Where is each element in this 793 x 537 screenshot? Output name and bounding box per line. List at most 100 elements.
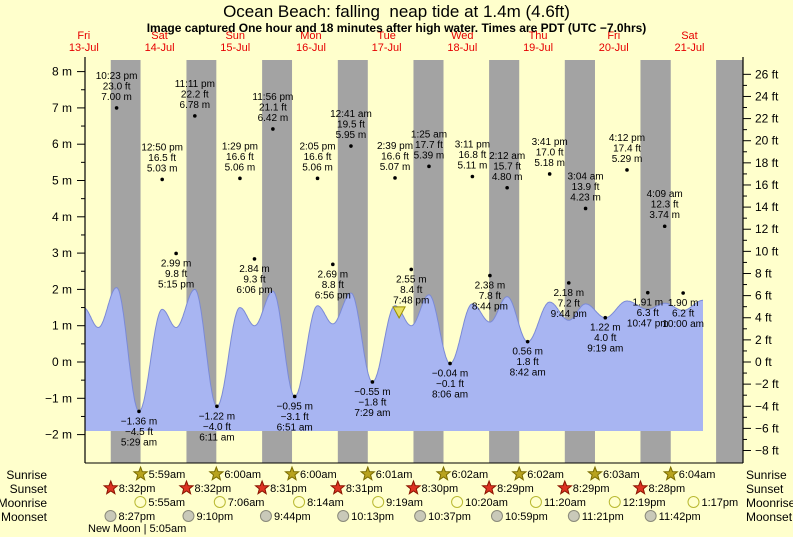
ft-axis-tick-label: 4 ft — [755, 311, 772, 325]
tide-event-dot — [448, 361, 452, 366]
ft-axis-tick-label: −8 ft — [755, 444, 779, 458]
tide-event-label-low: 1.8 ft — [517, 357, 539, 368]
tide-event-label-high: 16.6 ft — [226, 152, 254, 163]
sunrise-icon — [132, 465, 149, 481]
ft-axis-tick-label: −6 ft — [755, 421, 779, 435]
tide-event-label-high: 16.6 ft — [304, 152, 332, 163]
sunrise-time: 6:00am — [224, 469, 261, 481]
m-axis-tick-label: −1 m — [45, 391, 72, 405]
tide-event-label-low: −0.04 m — [432, 368, 468, 379]
ft-axis-tick-label: 16 ft — [755, 178, 779, 192]
tide-event-dot — [215, 404, 219, 409]
tide-event-label-high: 11:56 pm — [252, 92, 293, 103]
tide-event-label-high: 3.74 m — [649, 210, 680, 221]
tide-event-dot — [566, 281, 571, 285]
moonrise-time: 7:06am — [228, 497, 265, 509]
tide-event-label-low: 0.56 m — [512, 347, 543, 358]
moonset-time: 8:27pm — [119, 511, 156, 523]
tide-event-dot — [174, 251, 178, 256]
tide-event-label-low: −0.55 m — [354, 387, 390, 398]
day-name-label: Tue — [377, 30, 396, 42]
tide-event-label-low: 1.90 m — [668, 298, 699, 309]
almanac-row-label-left: Sunrise — [6, 468, 47, 482]
tide-event-label-high: 2:12 am — [489, 151, 525, 162]
tide-event-label-high: 2:39 pm — [377, 141, 413, 152]
tide-event-label-high: 3:04 am — [568, 171, 604, 182]
tide-water-area — [85, 287, 703, 431]
sunset-icon — [178, 479, 195, 495]
sunset-time: 8:32pm — [119, 483, 156, 495]
ft-axis-tick-label: 2 ft — [755, 333, 772, 347]
tide-event-label-low: 4.0 ft — [594, 333, 616, 344]
tide-event-label-low: 10:47 pm — [627, 319, 669, 330]
moonset-time: 9:10pm — [196, 511, 233, 523]
sunrise-icon — [511, 465, 528, 481]
ft-axis-tick-label: 12 ft — [755, 222, 779, 236]
m-axis-tick-label: −2 m — [45, 428, 72, 442]
ft-axis-tick-label: 26 ft — [755, 67, 779, 81]
moonrise-time: 1:17pm — [701, 497, 738, 509]
sunset-time: 8:30pm — [421, 483, 458, 495]
tide-event-dot — [409, 267, 414, 272]
tide-event-label-low: −4.5 ft — [125, 427, 153, 438]
tide-event-dot — [603, 315, 608, 320]
tide-event-dot — [137, 409, 141, 414]
tide-event-label-high: 16.5 ft — [148, 153, 176, 164]
almanac-row-label-right: Sunrise — [746, 468, 787, 482]
tide-event-label-high: 12:50 pm — [141, 142, 183, 153]
sunset-time: 8:29pm — [573, 483, 610, 495]
moonset-icon — [644, 510, 657, 522]
day-name-label: Sat — [151, 30, 168, 42]
tide-event-label-high: 4:09 am — [647, 189, 683, 200]
day-name-label: Mon — [300, 30, 321, 42]
tide-event-label-high: 5.06 m — [302, 162, 333, 173]
tide-event-label-low: 5:15 pm — [158, 279, 194, 290]
sunrise-time: 6:04am — [679, 469, 716, 481]
moonrise-icon — [293, 496, 306, 508]
tide-event-dot — [645, 290, 650, 295]
sunset-icon — [102, 479, 119, 495]
tide-event-label-low: 8:06 am — [432, 389, 468, 400]
tide-curve — [84, 287, 703, 412]
tide-event-label-low: 9.3 ft — [243, 274, 265, 285]
tide-event-label-high: 11:11 pm — [175, 79, 215, 90]
sunrise-icon — [586, 465, 603, 481]
tide-event-label-low: 5:29 am — [121, 437, 157, 448]
tide-event-label-low: 8.8 ft — [322, 280, 344, 291]
tide-event-label-high: 22.2 ft — [181, 89, 209, 100]
moonrise-icon — [372, 496, 385, 508]
day-name-label: Fri — [607, 30, 620, 42]
tide-event-label-high: 6.42 m — [258, 113, 289, 124]
moonset-time: 11:21pm — [582, 511, 624, 523]
tide-event-label-low: 2.84 m — [239, 264, 270, 275]
tide-event-label-low: 9:19 am — [587, 344, 623, 355]
ft-axis-tick-label: 10 ft — [755, 244, 779, 258]
m-axis-tick-label: 3 m — [52, 246, 72, 260]
moonset-time: 10:59pm — [505, 511, 548, 523]
almanac-row-label-right: Sunset — [746, 482, 784, 496]
moonset-time: 9:44pm — [274, 511, 311, 523]
tide-event-label-high: 21.1 ft — [259, 102, 287, 113]
tide-event-label-low: 8:42 am — [510, 368, 546, 379]
sunrise-time: 6:00am — [300, 469, 337, 481]
tide-event-label-low: 7.8 ft — [479, 291, 501, 302]
ft-axis-tick-label: 6 ft — [755, 289, 772, 303]
tide-event-label-low: 6:06 pm — [236, 285, 272, 296]
tide-event-label-high: 12:41 am — [330, 109, 372, 120]
ft-axis-tick-label: 24 ft — [755, 89, 779, 103]
day-name-label: Fri — [77, 30, 90, 42]
ft-axis-tick-label: 20 ft — [755, 134, 779, 148]
tide-event-label-low: −1.22 m — [199, 411, 235, 422]
tide-event-label-low: 7:29 am — [354, 408, 390, 419]
moonrise-icon — [529, 496, 542, 508]
moonset-time: 10:13pm — [351, 511, 394, 523]
almanac-row-label-right: Moonset — [746, 510, 793, 524]
tide-event-label-high: 5.29 m — [612, 154, 643, 165]
tide-event-dot — [393, 176, 397, 180]
day-name-label: Sat — [681, 30, 698, 42]
night-band — [716, 60, 743, 463]
moonset-icon — [490, 510, 503, 522]
tide-event-label-high: 1:29 pm — [222, 141, 258, 152]
moonrise-time: 10:20am — [465, 497, 508, 509]
